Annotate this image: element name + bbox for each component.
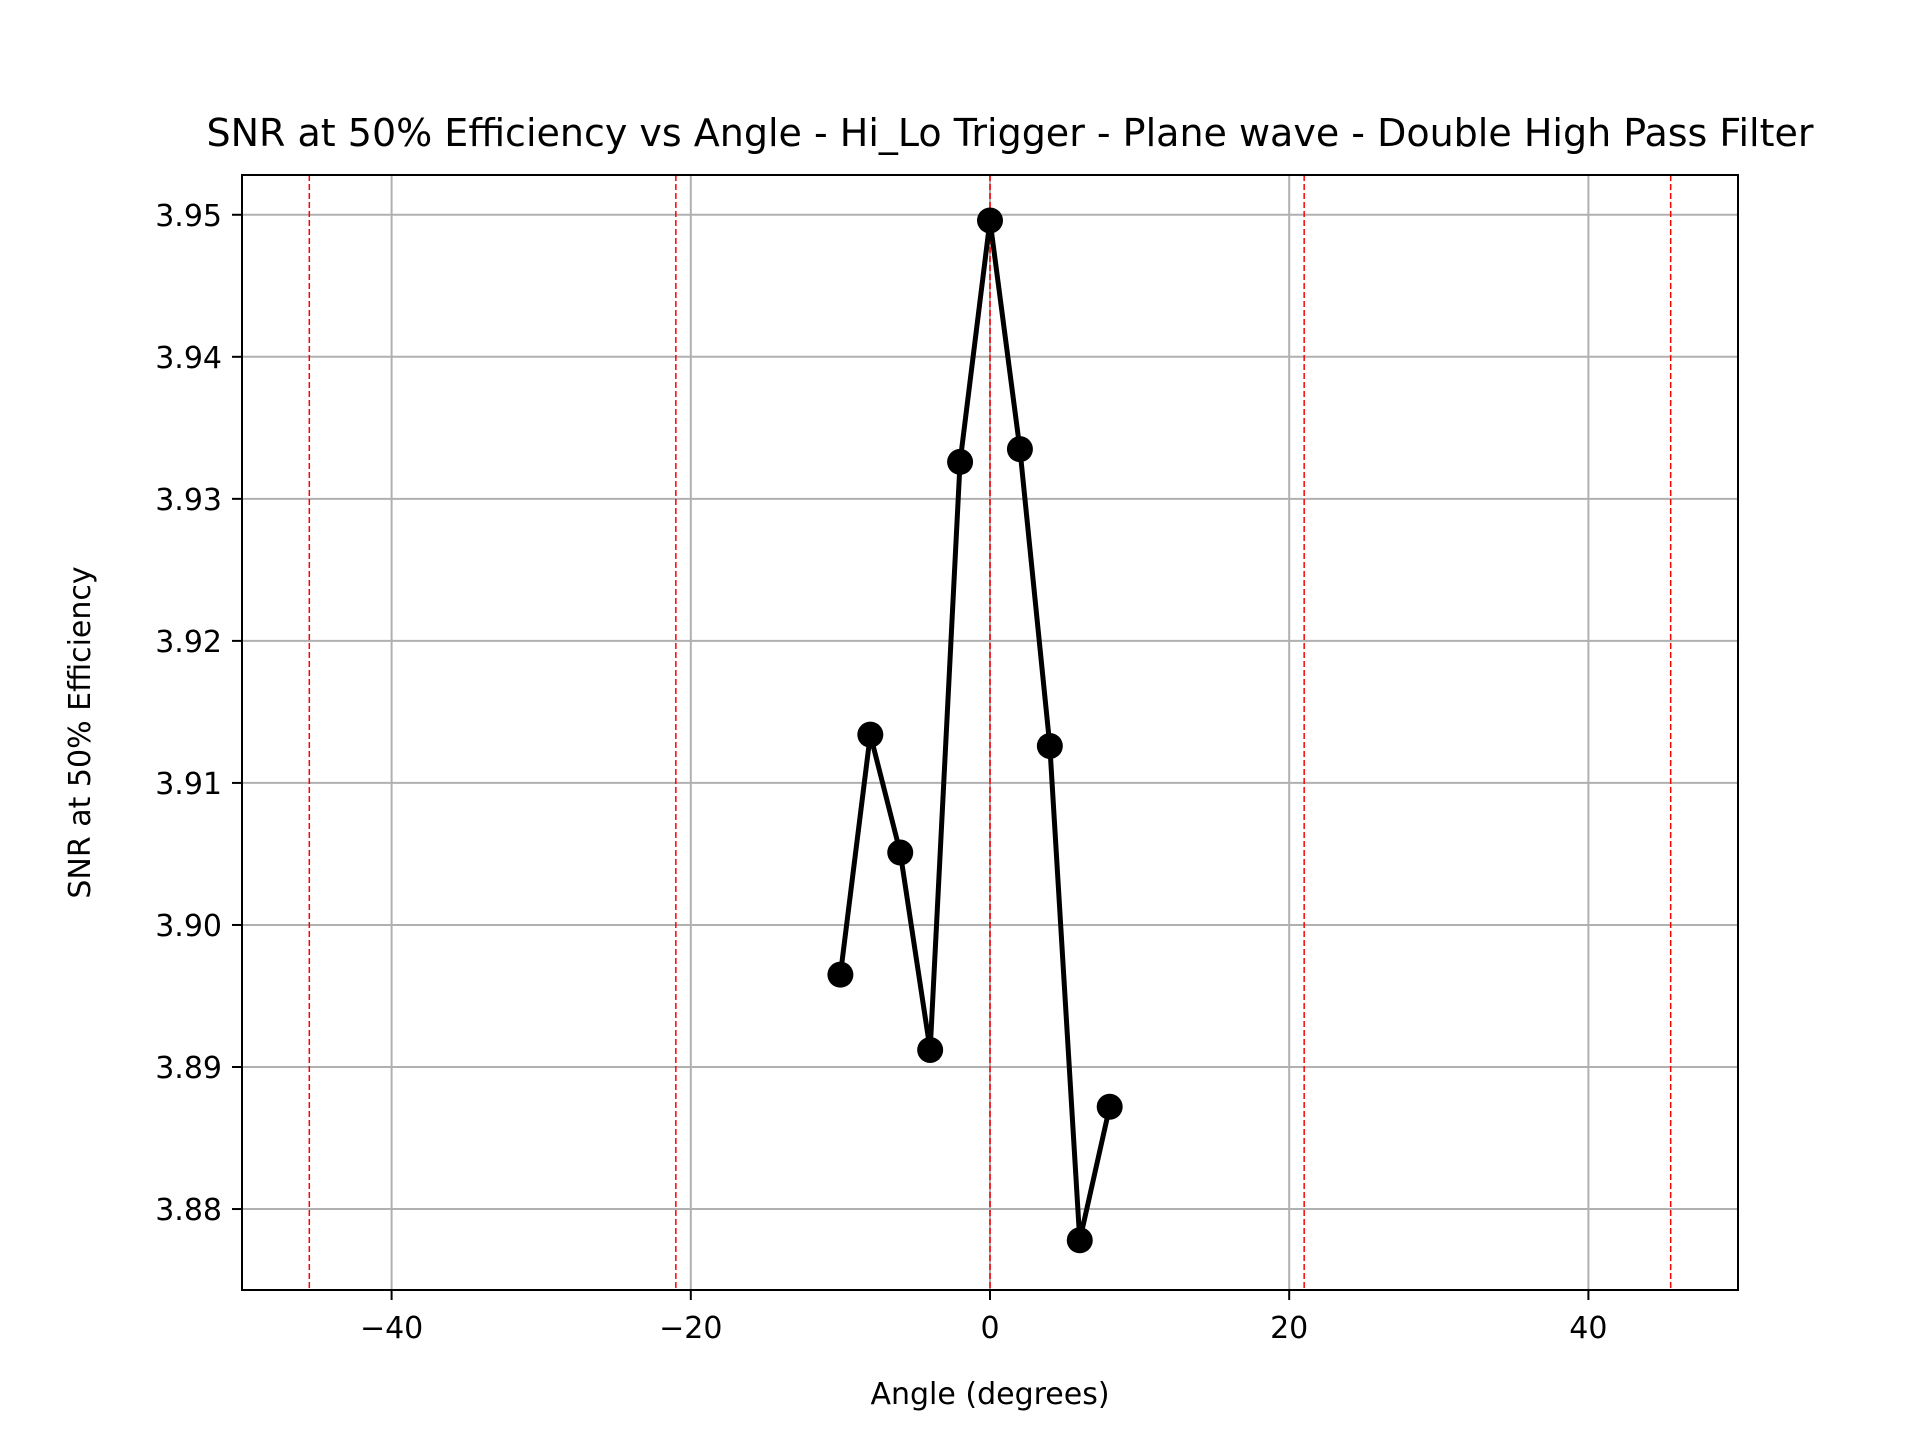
data-point <box>857 721 884 748</box>
data-point <box>887 839 914 866</box>
y-axis-label: SNR at 50% Efficiency <box>63 566 98 898</box>
y-tick-label: 3.95 <box>155 199 222 234</box>
x-axis-label: Angle (degrees) <box>870 1377 1109 1412</box>
x-tick-label: 20 <box>1270 1311 1308 1346</box>
data-point <box>917 1036 944 1063</box>
data-series <box>827 207 1123 1254</box>
y-tick-label: 3.88 <box>155 1193 222 1228</box>
y-tick-label: 3.93 <box>155 483 222 518</box>
ticks: −40 −20 0 20 40 3.88 3.89 3.90 3.91 3.92 3.93 3.94 3… <box>155 199 1607 1346</box>
data-point <box>827 961 854 988</box>
x-tick-label: −20 <box>659 1311 722 1346</box>
y-tick-label: 3.91 <box>155 767 222 802</box>
data-point <box>1006 436 1033 463</box>
x-tick-label: 0 <box>980 1311 999 1346</box>
x-tick-label: 40 <box>1569 1311 1607 1346</box>
chart-title: SNR at 50% Efficiency vs Angle - Hi_Lo T… <box>206 111 1813 155</box>
data-point <box>1096 1093 1123 1120</box>
y-tick-label: 3.90 <box>155 909 222 944</box>
data-point <box>1036 732 1063 759</box>
data-point <box>1066 1227 1093 1254</box>
data-point <box>947 448 974 475</box>
series-line <box>837 220 1113 1241</box>
y-tick-label: 3.94 <box>155 341 222 376</box>
data-point <box>977 207 1003 234</box>
reference-lines <box>308 175 1672 1290</box>
y-tick-label: 3.92 <box>155 625 222 660</box>
x-tick-label: −40 <box>360 1311 423 1346</box>
y-tick-label: 3.89 <box>155 1051 222 1086</box>
